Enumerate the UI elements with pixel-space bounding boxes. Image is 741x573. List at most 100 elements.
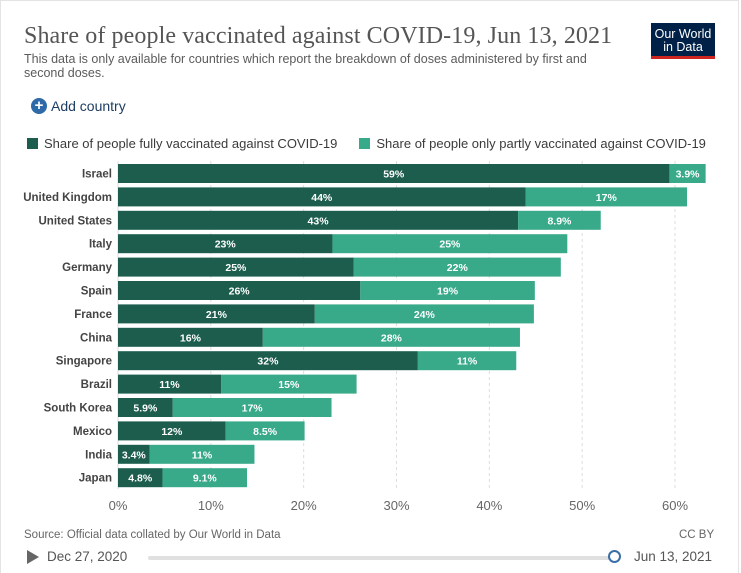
x-tick-label: 30%	[383, 498, 409, 513]
data-label-fully: 44%	[311, 192, 333, 204]
legend-swatch-fully	[27, 138, 38, 149]
data-label-fully: 5.9%	[133, 403, 158, 415]
data-label-partly: 8.9%	[547, 215, 572, 227]
bar-partly	[518, 210, 601, 230]
category-label: Italy	[89, 239, 113, 251]
data-label-fully: 43%	[308, 215, 330, 227]
data-label-partly: 24%	[414, 309, 436, 321]
x-tick-label: 10%	[198, 498, 224, 513]
data-label-partly: 22%	[447, 262, 469, 274]
data-label-partly: 19%	[437, 286, 459, 298]
data-label-partly: 17%	[596, 192, 618, 204]
x-tick-label: 0%	[109, 498, 128, 513]
category-label: France	[74, 309, 112, 321]
data-label-partly: 3.9%	[676, 169, 701, 181]
bar-partly	[332, 234, 568, 254]
x-tick-label: 40%	[476, 498, 502, 513]
category-label: Spain	[81, 286, 112, 298]
bar-partly	[669, 164, 706, 183]
data-label-fully: 4.8%	[128, 473, 153, 485]
bar-partly	[172, 398, 332, 417]
bar-fully	[118, 421, 226, 441]
legend-label-fully: Share of people fully vaccinated against…	[44, 136, 338, 151]
source-note: Source: Official data collated by Our Wo…	[24, 529, 281, 541]
data-label-partly: 28%	[381, 332, 403, 344]
timeline-slider-track[interactable]	[148, 556, 615, 560]
bar-partly	[262, 327, 520, 347]
category-label: Mexico	[73, 426, 112, 438]
bar-partly	[417, 351, 517, 371]
data-label-partly: 9.1%	[193, 473, 218, 485]
bar-partly	[360, 281, 535, 300]
bar-fully	[118, 234, 333, 254]
chart-subtitle: This data is only available for countrie…	[24, 52, 587, 80]
bar-fully	[118, 468, 163, 488]
bar-fully	[118, 444, 150, 464]
data-label-partly: 11%	[457, 356, 478, 368]
bar-fully	[118, 351, 418, 371]
bar-fully	[118, 327, 263, 347]
data-label-partly: 25%	[439, 239, 461, 251]
bar-fully	[118, 281, 361, 300]
add-country-button[interactable]: + Add country	[31, 98, 126, 114]
category-label: Singapore	[56, 356, 112, 368]
data-label-partly: 8.5%	[253, 426, 278, 438]
timeline: Dec 27, 2020 Jun 13, 2021	[1, 545, 740, 573]
bar-partly	[149, 444, 255, 464]
add-country-label: Add country	[51, 98, 126, 114]
timeline-start-date: Dec 27, 2020	[47, 549, 128, 564]
data-label-fully: 16%	[180, 332, 202, 344]
legend-item-fully[interactable]: Share of people fully vaccinated against…	[27, 136, 337, 151]
category-label: South Korea	[44, 403, 113, 415]
license-link[interactable]: CC BY	[679, 529, 715, 541]
owid-logo[interactable]: Our World in Data	[651, 23, 715, 59]
data-label-fully: 26%	[229, 286, 251, 298]
category-label: Israel	[82, 169, 112, 181]
bar-partly	[314, 304, 534, 324]
bar-fully	[118, 304, 315, 324]
category-label: Germany	[62, 262, 112, 274]
data-label-partly: 17%	[242, 403, 264, 415]
category-label: United States	[39, 215, 113, 227]
category-label: China	[80, 332, 113, 344]
bar-fully	[118, 187, 526, 207]
category-label: Brazil	[81, 379, 112, 391]
bar-partly	[525, 187, 688, 207]
legend-item-partly[interactable]: Share of people only partly vaccinated a…	[359, 136, 706, 151]
timeline-end-date: Jun 13, 2021	[634, 549, 713, 564]
data-label-fully: 21%	[206, 309, 228, 321]
x-tick-label: 50%	[569, 498, 595, 513]
x-tick-label: 60%	[662, 498, 688, 513]
plus-circle-icon: +	[31, 98, 47, 114]
bar-partly	[162, 468, 248, 488]
timeline-slider-handle[interactable]	[608, 550, 621, 563]
bar-fully	[118, 374, 222, 394]
category-label: United Kingdom	[23, 192, 112, 204]
legend-label-partly: Share of people only partly vaccinated a…	[376, 136, 706, 151]
data-label-fully: 12%	[161, 426, 183, 438]
data-label-fully: 3.4%	[122, 449, 147, 461]
chart-title: Share of people vaccinated against COVID…	[24, 23, 613, 49]
data-label-fully: 25%	[225, 262, 247, 274]
chart-legend: Share of people fully vaccinated against…	[27, 136, 706, 151]
bar-fully	[118, 210, 519, 230]
bar-partly	[225, 421, 305, 441]
data-label-partly: 15%	[278, 379, 300, 391]
logo-line-2: in Data	[663, 40, 703, 54]
data-label-fully: 32%	[257, 356, 279, 368]
logo-line-1: Our World	[654, 27, 712, 41]
data-label-fully: 11%	[159, 379, 180, 391]
bar-fully	[118, 257, 354, 277]
bar-partly	[221, 374, 357, 394]
bar-fully	[118, 164, 670, 183]
data-label-partly: 11%	[192, 449, 213, 461]
category-label: India	[85, 449, 112, 461]
data-label-fully: 59%	[383, 169, 405, 181]
bar-partly	[353, 257, 561, 277]
data-label-fully: 23%	[215, 239, 237, 251]
x-tick-label: 20%	[291, 498, 317, 513]
category-label: Japan	[79, 473, 112, 485]
play-icon[interactable]	[27, 550, 39, 564]
bar-fully	[118, 398, 173, 417]
